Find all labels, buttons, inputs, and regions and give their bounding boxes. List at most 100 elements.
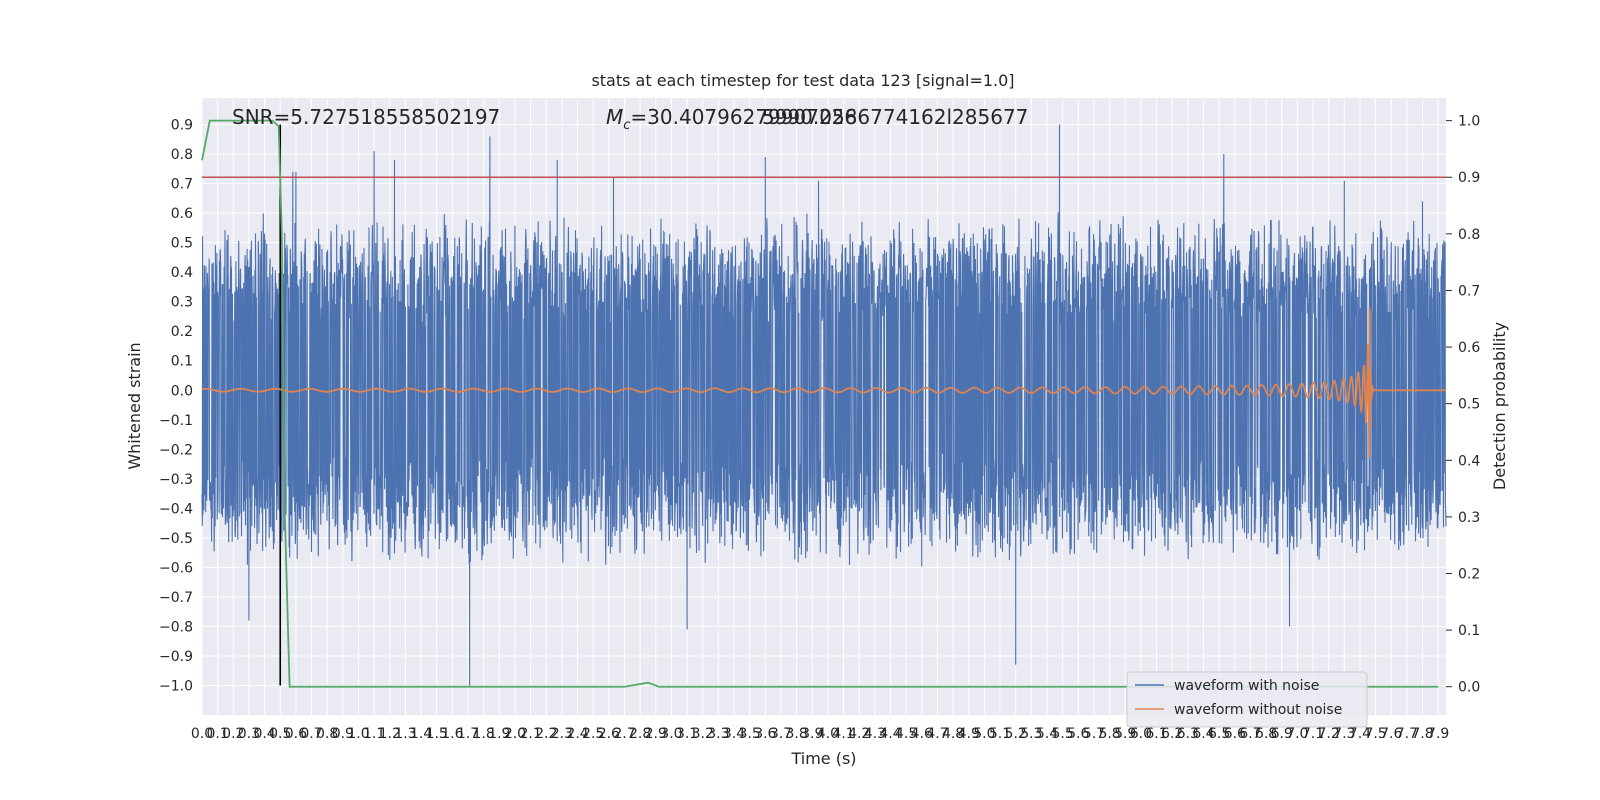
mc-symbol: M [606, 105, 623, 129]
x-tick-label: 6.6 [1224, 726, 1246, 742]
right-y-axis-label: Detection probability [1490, 322, 1509, 490]
left-y-tick-label: 0.6 [171, 206, 193, 222]
x-tick-label: 3.1 [676, 726, 698, 742]
x-tick-label: 0.2 [222, 726, 244, 742]
right-y-tick-label: 0.1 [1458, 623, 1480, 639]
right-y-tick-label: 0.4 [1458, 453, 1480, 469]
x-tick-label: 2.8 [629, 726, 651, 742]
waveform-with-noise-series [201, 124, 1447, 686]
right-y-tick-label: 0.3 [1458, 510, 1480, 526]
x-axis-label: Time (s) [790, 749, 856, 768]
x-tick-label: 1.1 [363, 726, 385, 742]
x-tick-label: 4.1 [832, 726, 854, 742]
x-tick-label: 2.9 [645, 726, 667, 742]
x-tick-label: 1.7 [457, 726, 479, 742]
x-tick-label: 0.1 [207, 726, 229, 742]
x-tick-label: 3.5 [739, 726, 761, 742]
left-y-axis-ticks: 0.9 0.8 0.7 0.6 0.5 0.4 0.3 0.2 0.1 0.0 −0.1 −0.2 −0… [159, 118, 193, 695]
chart-legend: waveform with noise waveform without noi… [1126, 671, 1368, 728]
left-y-tick-label: −0.6 [159, 560, 193, 576]
left-y-tick-label: 0.1 [171, 354, 193, 370]
x-tick-label: 1.4 [410, 726, 432, 742]
noise-waveform-line [201, 124, 1447, 686]
waveform-without-noise-series [201, 307, 1446, 459]
x-tick-label: 0.3 [238, 726, 260, 742]
x-tick-label: 3.8 [785, 726, 807, 742]
left-y-tick-label: 0.7 [171, 177, 193, 193]
left-y-tick-label: −0.2 [159, 442, 193, 458]
x-tick-label: 6.2 [1161, 726, 1183, 742]
x-tick-label: 5.3 [1020, 726, 1042, 742]
x-tick-label: 7.9 [1427, 726, 1449, 742]
x-tick-label: 5.2 [1005, 726, 1027, 742]
x-tick-label: 5.5 [1051, 726, 1073, 742]
x-tick-label: 3.6 [754, 726, 776, 742]
x-tick-label: 3.0 [660, 726, 682, 742]
x-tick-label: 0.6 [285, 726, 307, 742]
x-tick-label: 7.7 [1396, 726, 1418, 742]
x-tick-label: 3.4 [723, 726, 745, 742]
x-tick-label: 2.6 [598, 726, 620, 742]
x-tick-label: 0.5 [269, 726, 291, 742]
left-y-tick-label: −0.9 [159, 649, 193, 665]
x-axis-ticks: 0.00.10.20.30.40.50.60.70.80.91.01.11.21… [191, 726, 1449, 742]
x-tick-label: 7.0 [1286, 726, 1308, 742]
x-tick-label: 5.0 [973, 726, 995, 742]
x-tick-label: 5.8 [1098, 726, 1120, 742]
x-tick-label: 6.4 [1192, 726, 1214, 742]
mc-subscript: c [623, 118, 630, 133]
x-tick-label: 6.5 [1208, 726, 1230, 742]
x-tick-label: 7.2 [1318, 726, 1340, 742]
x-tick-label: 7.4 [1349, 726, 1371, 742]
right-y-tick-label: 0.2 [1458, 566, 1480, 582]
clean-waveform-line [201, 307, 1446, 459]
left-y-tick-label: −0.7 [159, 590, 193, 606]
x-tick-label: 3.3 [707, 726, 729, 742]
x-tick-label: 2.5 [582, 726, 604, 742]
overlapping-annotation: 5990.0586774162l285677 [762, 105, 1028, 129]
x-tick-label: 4.4 [879, 726, 901, 742]
x-tick-label: 5.4 [1036, 726, 1058, 742]
left-y-tick-label: 0.3 [171, 295, 193, 311]
x-tick-label: 6.1 [1145, 726, 1167, 742]
x-tick-label: 3.2 [692, 726, 714, 742]
right-y-tick-label: 1.0 [1458, 114, 1480, 130]
x-tick-label: 1.0 [347, 726, 369, 742]
left-y-tick-label: 0.4 [171, 265, 193, 281]
x-tick-label: 6.3 [1177, 726, 1199, 742]
x-tick-label: 2.4 [566, 726, 588, 742]
detection-probability-line [201, 119, 1439, 688]
x-tick-label: 0.4 [253, 726, 275, 742]
x-tick-label: 7.5 [1364, 726, 1386, 742]
x-tick-label: 6.8 [1255, 726, 1277, 742]
chart-title: stats at each timestep for test data 123… [591, 71, 1014, 90]
x-tick-label: 4.2 [848, 726, 870, 742]
x-tick-label: 4.6 [911, 726, 933, 742]
left-y-tick-label: −0.3 [159, 472, 193, 488]
x-tick-label: 2.1 [519, 726, 541, 742]
x-tick-label: 4.3 [864, 726, 886, 742]
left-y-tick-label: −0.4 [159, 501, 193, 517]
legend-box [1126, 671, 1368, 728]
x-tick-label: 2.7 [613, 726, 635, 742]
chirp-mass-annotation: Mc=30.40796279907226 [606, 105, 857, 133]
left-y-tick-label: −0.1 [159, 413, 193, 429]
x-tick-label: 5.9 [1114, 726, 1136, 742]
mc-value: =30.40796279907226 [630, 105, 857, 129]
x-tick-label: 6.0 [1130, 726, 1152, 742]
x-tick-label: 0.8 [316, 726, 338, 742]
left-y-tick-label: 0.5 [171, 236, 193, 252]
right-y-tick-label: 0.0 [1458, 680, 1480, 696]
x-tick-label: 4.5 [895, 726, 917, 742]
x-tick-label: 4.9 [958, 726, 980, 742]
right-y-axis-ticks: 1.0 0.9 0.8 0.7 0.6 0.5 0.4 0.3 0.2 0.1 0.0 [1446, 114, 1480, 696]
right-y-tick-label: 0.7 [1458, 283, 1480, 299]
x-tick-label: 4.0 [817, 726, 839, 742]
x-tick-label: 5.7 [1083, 726, 1105, 742]
x-tick-label: 6.9 [1271, 726, 1293, 742]
reference-lines [202, 124, 1446, 686]
right-y-tick-label: 0.5 [1458, 397, 1480, 413]
left-y-tick-label: 0.8 [171, 147, 193, 163]
x-tick-label: 7.1 [1302, 726, 1324, 742]
x-tick-label: 1.6 [441, 726, 463, 742]
